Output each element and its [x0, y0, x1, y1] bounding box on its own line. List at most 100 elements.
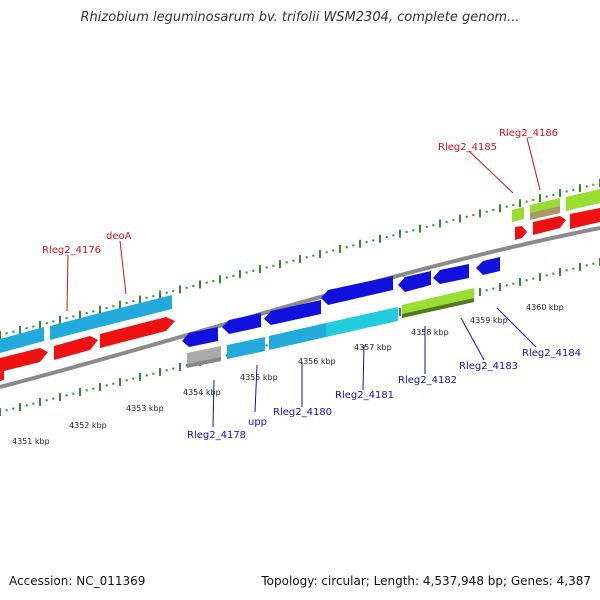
tick-dot — [12, 330, 15, 333]
chromosome-backbone — [0, 226, 600, 389]
tick-dot — [132, 300, 135, 303]
gene-feature[interactable] — [50, 314, 96, 340]
gene-label[interactable]: Rleg2_4176 — [42, 245, 101, 256]
tick-mark — [379, 234, 381, 243]
tick-dot — [452, 219, 455, 222]
tick-dot — [112, 382, 115, 385]
tick-dot — [252, 269, 255, 272]
gene-feature[interactable] — [0, 327, 44, 353]
gene-feature[interactable] — [566, 189, 600, 211]
tick-dot — [92, 387, 95, 390]
tick-dot — [592, 262, 595, 265]
gene-feature[interactable] — [326, 307, 398, 337]
tick-label: 4360 kbp — [526, 303, 564, 312]
tick-dot — [545, 195, 548, 198]
tick-mark — [299, 255, 301, 263]
tick-dot — [65, 317, 68, 320]
tick-mark — [499, 204, 501, 213]
gene-feature[interactable] — [512, 207, 524, 222]
gene-label[interactable]: Rleg2_4186 — [499, 128, 558, 139]
tick-dot — [205, 281, 208, 284]
tick-mark — [479, 288, 481, 296]
tick-label: 4352 kbp — [69, 421, 107, 430]
tick-dot — [512, 282, 515, 285]
tick-dot — [145, 374, 148, 377]
tick-dot — [212, 279, 215, 282]
tick-dot — [405, 230, 408, 233]
tick-mark — [79, 310, 81, 319]
tick-dot — [285, 261, 288, 264]
gene-label[interactable]: upp — [248, 417, 267, 428]
tick-dot — [492, 209, 495, 212]
tick-dot — [505, 284, 508, 287]
gene-label[interactable]: Rleg2_4180 — [273, 407, 332, 418]
tick-dot — [52, 320, 55, 323]
tick-dot — [132, 377, 135, 380]
tick-dot — [45, 399, 48, 402]
tick-mark — [539, 273, 541, 281]
gene-feature[interactable] — [533, 216, 566, 235]
tick-dot — [585, 185, 588, 188]
tick-mark — [579, 263, 581, 271]
gene-label[interactable]: Rleg2_4181 — [335, 390, 394, 401]
tick-dot — [92, 310, 95, 313]
tick-dot — [585, 264, 588, 267]
tick-mark — [219, 275, 221, 284]
gene-feature[interactable] — [515, 226, 527, 240]
tick-dot — [572, 267, 575, 270]
gene-label[interactable]: Rleg2_4178 — [187, 430, 246, 441]
tick-dot — [152, 372, 155, 375]
tick-mark — [19, 403, 21, 411]
tick-dot — [172, 367, 175, 370]
tick-mark — [139, 295, 141, 304]
gene-feature[interactable] — [227, 337, 265, 359]
tick-mark — [59, 315, 61, 324]
tick-dot — [85, 312, 88, 315]
gene-feature[interactable] — [269, 323, 326, 350]
tick-mark — [519, 199, 521, 208]
gene-feature[interactable] — [402, 298, 474, 318]
gene-feature[interactable] — [0, 371, 4, 381]
gene-feature[interactable] — [222, 313, 261, 334]
tick-mark — [119, 378, 121, 386]
gene-feature[interactable] — [321, 276, 393, 305]
gene-label[interactable]: Rleg2_4184 — [522, 348, 581, 359]
gene-label[interactable]: Rleg2_4182 — [398, 375, 457, 386]
gene-feature[interactable] — [182, 327, 218, 347]
forward-label-connectors — [66, 137, 541, 312]
gene-feature[interactable] — [187, 357, 221, 368]
gene-feature[interactable] — [0, 348, 48, 372]
tick-mark — [99, 305, 101, 314]
tick-mark — [559, 268, 561, 276]
gene-feature[interactable] — [476, 257, 500, 275]
gene-label[interactable]: Rleg2_4183 — [459, 361, 518, 372]
gene-feature[interactable] — [264, 300, 321, 325]
gene-feature[interactable] — [530, 206, 560, 220]
tick-dot — [25, 327, 28, 330]
gene-label[interactable]: Rleg2_4185 — [438, 142, 497, 153]
tick-dot — [552, 193, 555, 196]
tick-mark — [499, 283, 501, 291]
tick-dot — [185, 286, 188, 289]
tick-mark — [579, 184, 581, 193]
tick-dot — [105, 384, 108, 387]
gene-feature[interactable] — [96, 295, 172, 328]
tick-dot — [72, 315, 75, 318]
gene-feature[interactable] — [433, 264, 469, 284]
tick-dot — [125, 301, 128, 304]
tick-mark — [159, 290, 161, 299]
gene-feature[interactable] — [398, 271, 431, 292]
gene-feature[interactable] — [570, 208, 600, 229]
tick-dot — [565, 269, 568, 272]
tick-mark — [159, 368, 161, 376]
tick-mark — [559, 189, 561, 198]
gene-feature[interactable] — [54, 336, 98, 360]
tick-dot — [5, 332, 8, 335]
tick-mark — [99, 383, 101, 391]
tick-dot — [125, 379, 128, 382]
gene-feature[interactable] — [100, 317, 175, 348]
tick-dot — [152, 295, 155, 298]
gene-label[interactable]: deoA — [106, 231, 132, 242]
tick-dot — [312, 254, 315, 257]
